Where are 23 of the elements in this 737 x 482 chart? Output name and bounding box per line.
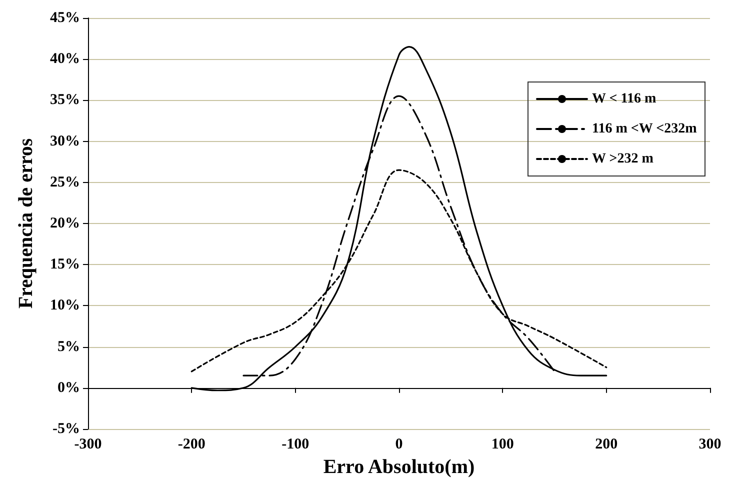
y-tick-label: 15% [50, 256, 80, 273]
y-tick-label: 20% [50, 216, 80, 232]
y-tick-label: 40% [50, 51, 80, 68]
y-tick-label: 35% [50, 92, 80, 108]
x-tick-label: -200 [178, 436, 206, 452]
y-tick-label: 25% [50, 174, 80, 190]
legend-label: W >232 m [592, 152, 654, 166]
legend-label: 116 m <W <232m [592, 122, 698, 136]
x-tick-label: 300 [698, 436, 722, 452]
x-tick-label: 0 [395, 436, 403, 452]
x-axis-title: Erro Absoluto(m) [323, 456, 475, 478]
y-tick-label: 0% [58, 380, 80, 396]
y-tick-label: 45% [50, 10, 80, 26]
x-tick-label: 100 [491, 436, 514, 452]
y-tick-label: -5% [52, 421, 80, 437]
x-tick-label: -100 [282, 436, 310, 452]
legend-label: W < 116 m [592, 92, 656, 106]
y-tick-label: 5% [58, 338, 80, 355]
y-axis-title: Frequencia de erros [15, 138, 37, 309]
x-tick-label: -300 [74, 436, 102, 452]
y-tick-label: 30% [50, 133, 80, 150]
x-tick-label: 200 [595, 436, 618, 452]
y-tick-label: 10% [50, 298, 80, 314]
